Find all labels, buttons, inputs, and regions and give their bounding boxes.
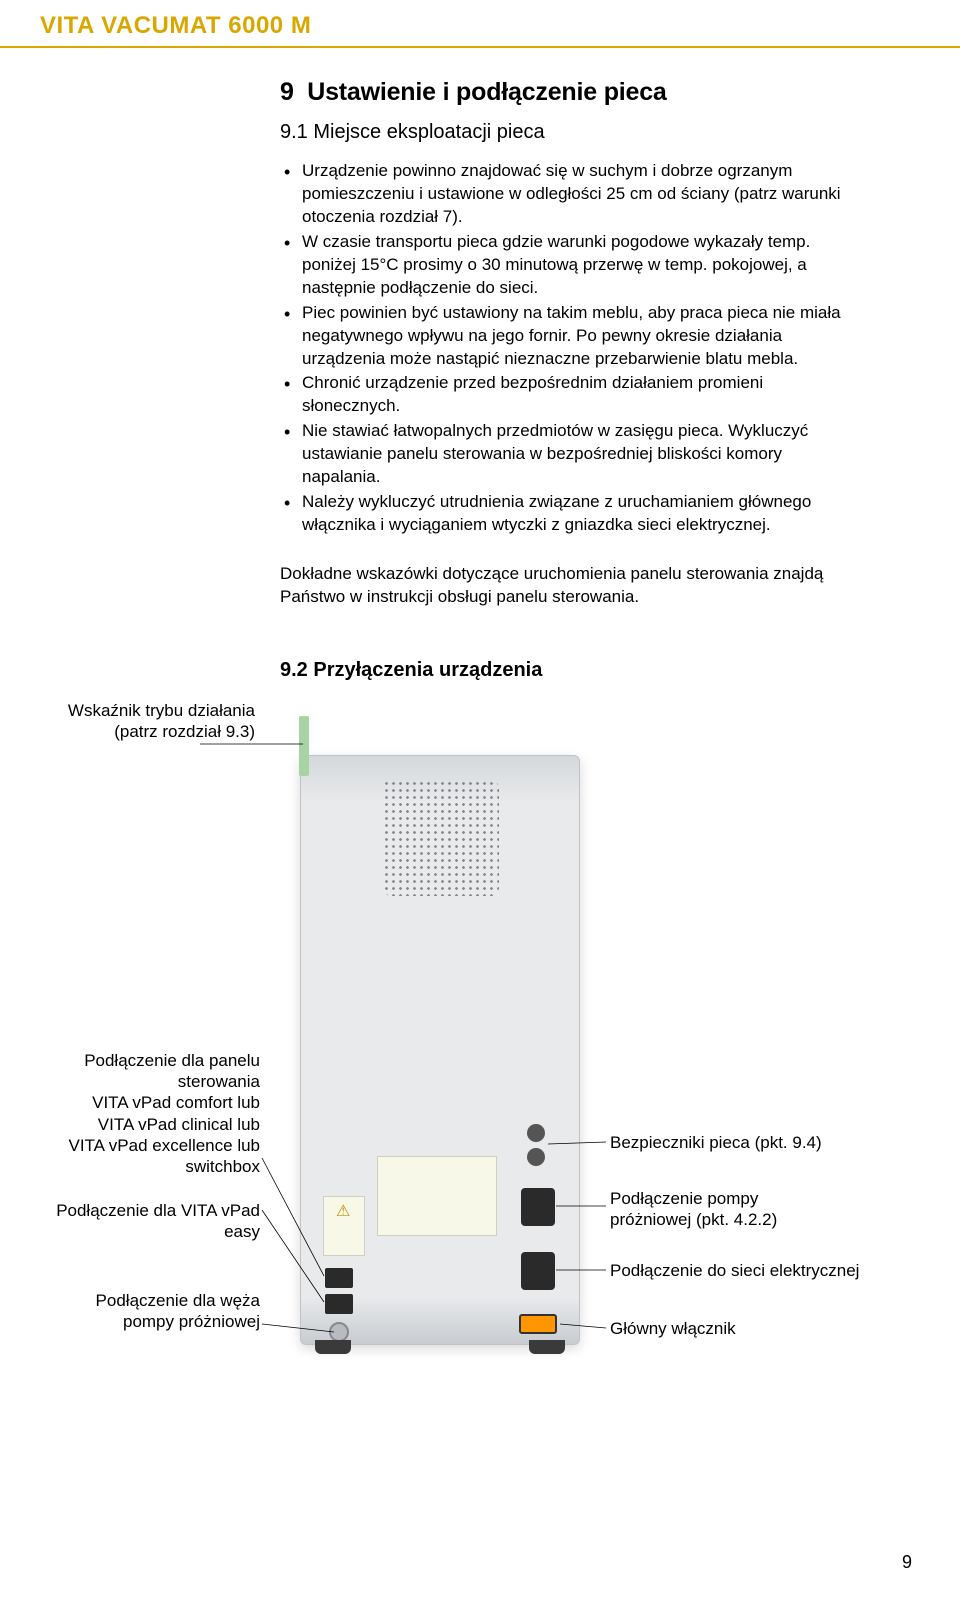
iec-socket-1-icon xyxy=(521,1188,555,1226)
list-item: Należy wykluczyć utrudnienia związane z … xyxy=(280,491,860,537)
section-heading: 9 Ustawienie i podłączenie pieca xyxy=(280,78,860,107)
sub-number: 9.1 xyxy=(280,121,308,143)
list-item: Urządzenie powinno znajdować się w suchy… xyxy=(280,160,860,229)
callout-main-switch: Główny włącznik xyxy=(610,1318,910,1339)
sub-title: Miejsce eksploatacji pieca xyxy=(313,121,544,143)
callout-text: Podłączenie dla panelu sterowania VITA v… xyxy=(68,1051,260,1176)
content-block: 9 Ustawienie i podłączenie pieca 9.1 Mie… xyxy=(280,78,860,609)
callout-vacuum-pump: Podłączenie pompy próżniowej (pkt. 4.2.2… xyxy=(610,1188,910,1231)
rj-port-1-icon xyxy=(325,1268,353,1288)
foot-right-icon xyxy=(529,1340,565,1354)
callout-text: Podłączenie pompy próżniowej (pkt. 4.2.2… xyxy=(610,1189,777,1229)
page: VITA VACUMAT 6000 M 9 Ustawienie i podłą… xyxy=(0,0,960,1601)
iec-socket-2-icon xyxy=(521,1252,555,1290)
callout-operating-indicator: Wskaźnik trybu działania (patrz rozdział… xyxy=(20,700,255,743)
bullet-list: Urządzenie powinno znajdować się w suchy… xyxy=(280,160,860,537)
section-title: Ustawienie i podłączenie pieca xyxy=(307,78,666,106)
callout-mains-connection: Podłączenie do sieci elektrycznej xyxy=(610,1260,910,1281)
callout-fuses: Bezpieczniki pieca (pkt. 9.4) xyxy=(610,1132,910,1153)
diagram-area: Wskaźnik trybu działania (patrz rozdział… xyxy=(0,700,960,1420)
fuse-holder-2-icon xyxy=(527,1148,545,1166)
callout-text: Wskaźnik trybu działania (patrz rozdział… xyxy=(68,701,255,741)
page-number: 9 xyxy=(902,1552,912,1573)
led-indicator-icon xyxy=(299,716,309,776)
vent-grille-icon xyxy=(383,780,499,896)
list-item: Chronić urządzenie przed bezpośrednim dz… xyxy=(280,372,860,418)
callout-text: Podłączenie do sieci elektrycznej xyxy=(610,1261,859,1280)
callout-vpad-easy-connection: Podłączenie dla VITA vPad easy xyxy=(20,1200,260,1243)
section-number: 9 xyxy=(280,78,294,106)
foot-left-icon xyxy=(315,1340,351,1354)
diagram-heading: 9.2 Przyłączenia urządzenia xyxy=(280,659,960,682)
callout-control-panel-connection: Podłączenie dla panelu sterowania VITA v… xyxy=(20,1050,260,1178)
header-bar: VITA VACUMAT 6000 M xyxy=(0,0,960,46)
list-item: Piec powinien być ustawiony na takim meb… xyxy=(280,302,860,371)
list-item: Nie stawiać łatwopalnych przedmiotów w z… xyxy=(280,420,860,489)
callout-text: Główny włącznik xyxy=(610,1319,736,1338)
sub-heading: 9.1 Miejsce eksploatacji pieca xyxy=(280,121,860,144)
header-rule xyxy=(0,46,960,48)
nameplate-label-icon xyxy=(377,1156,497,1236)
list-item: W czasie transportu pieca gdzie warunki … xyxy=(280,231,860,300)
air-connector-icon xyxy=(329,1322,349,1342)
device-illustration xyxy=(300,755,580,1345)
warning-label-icon xyxy=(323,1196,365,1256)
callout-text: Podłączenie dla VITA vPad easy xyxy=(56,1201,260,1241)
page-title: VITA VACUMAT 6000 M xyxy=(40,12,960,40)
rj-port-2-icon xyxy=(325,1294,353,1314)
callout-text: Bezpieczniki pieca (pkt. 9.4) xyxy=(610,1133,822,1152)
footer-paragraph: Dokładne wskazówki dotyczące uruchomieni… xyxy=(280,563,860,609)
fuse-holder-1-icon xyxy=(527,1124,545,1142)
callout-vacuum-hose: Podłączenie dla węża pompy próżniowej xyxy=(60,1290,260,1333)
power-switch-icon xyxy=(519,1314,557,1334)
callout-text: Podłączenie dla węża pompy próżniowej xyxy=(96,1291,260,1331)
